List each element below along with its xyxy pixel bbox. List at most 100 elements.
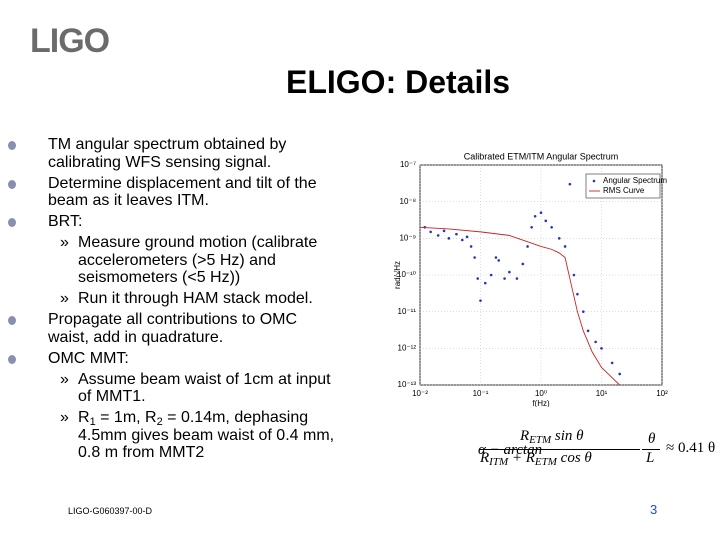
x-tick-label: 10¹ (596, 389, 608, 398)
data-point (469, 245, 473, 248)
data-point (508, 270, 511, 274)
data-point (618, 372, 622, 376)
bullet-line: R1 = 1m, R2 = 0.14m, dephasing (78, 409, 308, 431)
data-point (563, 245, 567, 248)
bullet-dot (8, 179, 16, 189)
data-point (576, 292, 579, 296)
subscript: ETM (529, 434, 552, 446)
data-point (455, 232, 458, 236)
bullet-line: TM angular spectrum obtained by (48, 136, 287, 153)
sub-bullet-marker: » (60, 290, 69, 307)
chart-title: Calibrated ETM/ITM Angular Spectrum (464, 151, 619, 161)
data-point (586, 329, 590, 333)
bullet-dot (8, 316, 16, 325)
data-point (460, 238, 464, 242)
legend-label: Angular Spectrum (603, 176, 667, 185)
legend-marker (592, 179, 596, 183)
data-point (600, 347, 603, 350)
legend-label: RMS Curve (603, 186, 645, 195)
subscript: 1 (89, 416, 96, 428)
data-point (447, 237, 451, 240)
eq-result: ≈ 0.41 θ (666, 440, 716, 456)
bullet-line: Measure ground motion (calibrate (78, 234, 318, 251)
y-tick-label: 10⁻⁷ (400, 160, 416, 169)
legend-box (585, 173, 661, 199)
bullet-dot (8, 218, 16, 227)
data-point (572, 273, 576, 277)
bullet-line: 0.8 m from MMT2 (78, 444, 205, 461)
data-point (610, 361, 614, 365)
equation: α − arctan RETM sin θ RITM + RETM cos θ … (478, 428, 715, 472)
data-point (550, 225, 553, 229)
bullet-line: of MMT1. (78, 388, 146, 405)
chart: Calibrated ETM/ITM Angular Spectrum 10⁻¹³… (393, 151, 668, 407)
text-run: R (78, 409, 90, 426)
sub-bullet-marker: » (60, 370, 69, 388)
text-run: cos θ (556, 450, 592, 466)
data-point (479, 299, 482, 302)
data-point (530, 225, 533, 229)
bullet-line: Propagate all contributions to OMC (48, 311, 298, 328)
bullet-line: Run it through HAM stack model. (78, 290, 313, 307)
text-run: sin θ (551, 428, 584, 444)
data-line (419, 226, 621, 386)
data-point (544, 219, 548, 223)
bullet-line: calibrating WFS sensing signal. (48, 153, 272, 171)
data-point (442, 229, 446, 233)
data-point (494, 256, 498, 259)
data-point (515, 277, 519, 280)
data-point (526, 245, 529, 248)
footer: LIGO-G060397-00-D (68, 506, 153, 516)
eq-l: L (646, 450, 655, 466)
fraction-bar (480, 449, 640, 450)
bullet-line: Determine displacement and tilt of the (48, 174, 317, 192)
x-tick-label: 10² (656, 389, 668, 398)
x-tick-label: 10⁰ (535, 389, 547, 398)
bullet-line: accelerometers (>5 Hz) and (78, 251, 276, 269)
data-point (436, 234, 440, 237)
x-tick-label: 10⁻¹ (473, 389, 489, 398)
data-point (503, 277, 506, 280)
y-tick-label: 10⁻⁸ (400, 197, 417, 206)
y-tick-label: 10⁻⁹ (399, 233, 416, 242)
subscript: 2 (156, 416, 163, 428)
bullet-line: waist, add in quadrature. (48, 328, 224, 346)
subscript: ETM (534, 456, 557, 468)
text-run: = 0.14m, dephasing (162, 409, 309, 426)
y-tick-label: 10⁻¹³ (398, 380, 417, 389)
data-point (483, 281, 487, 285)
sub-bullet-marker: » (60, 234, 69, 251)
eq-theta: θ (648, 431, 656, 447)
data-point (557, 237, 561, 240)
data-point (473, 256, 476, 259)
data-point (497, 259, 501, 262)
bullet-line: seismometers (<5 Hz)) (78, 269, 241, 286)
text-run: + R (508, 450, 535, 466)
data-point (465, 235, 469, 239)
text-run: R (480, 450, 490, 466)
y-tick-label: 10⁻¹⁰ (397, 270, 416, 279)
y-tick-label: 10⁻¹¹ (398, 307, 417, 316)
data-point (581, 310, 585, 313)
data-point (476, 277, 480, 280)
bullet-line: OMC MMT: (48, 349, 129, 367)
data-point (539, 211, 543, 215)
bullet-dot (8, 354, 16, 364)
subscript: ITM (489, 456, 509, 468)
data-point (521, 262, 525, 266)
fraction-bar (642, 449, 660, 450)
data-point (594, 340, 597, 344)
data-point (429, 230, 432, 234)
logo: LIGO (30, 22, 110, 60)
bullet-dot (8, 141, 16, 150)
data-point (489, 273, 493, 277)
text-run: = 1m, R (95, 409, 157, 426)
page-number: 3 (650, 502, 658, 517)
data-point (568, 182, 572, 186)
data-point (533, 214, 537, 218)
eq-prefix: α − arctan (478, 442, 543, 458)
y-axis-label: rad/√Hz (393, 261, 402, 289)
x-tick-label: 10⁻² (412, 389, 428, 398)
x-axis-label: f(Hz) (532, 399, 550, 407)
bullet-line: Assume beam waist of 1cm at input (78, 370, 331, 388)
